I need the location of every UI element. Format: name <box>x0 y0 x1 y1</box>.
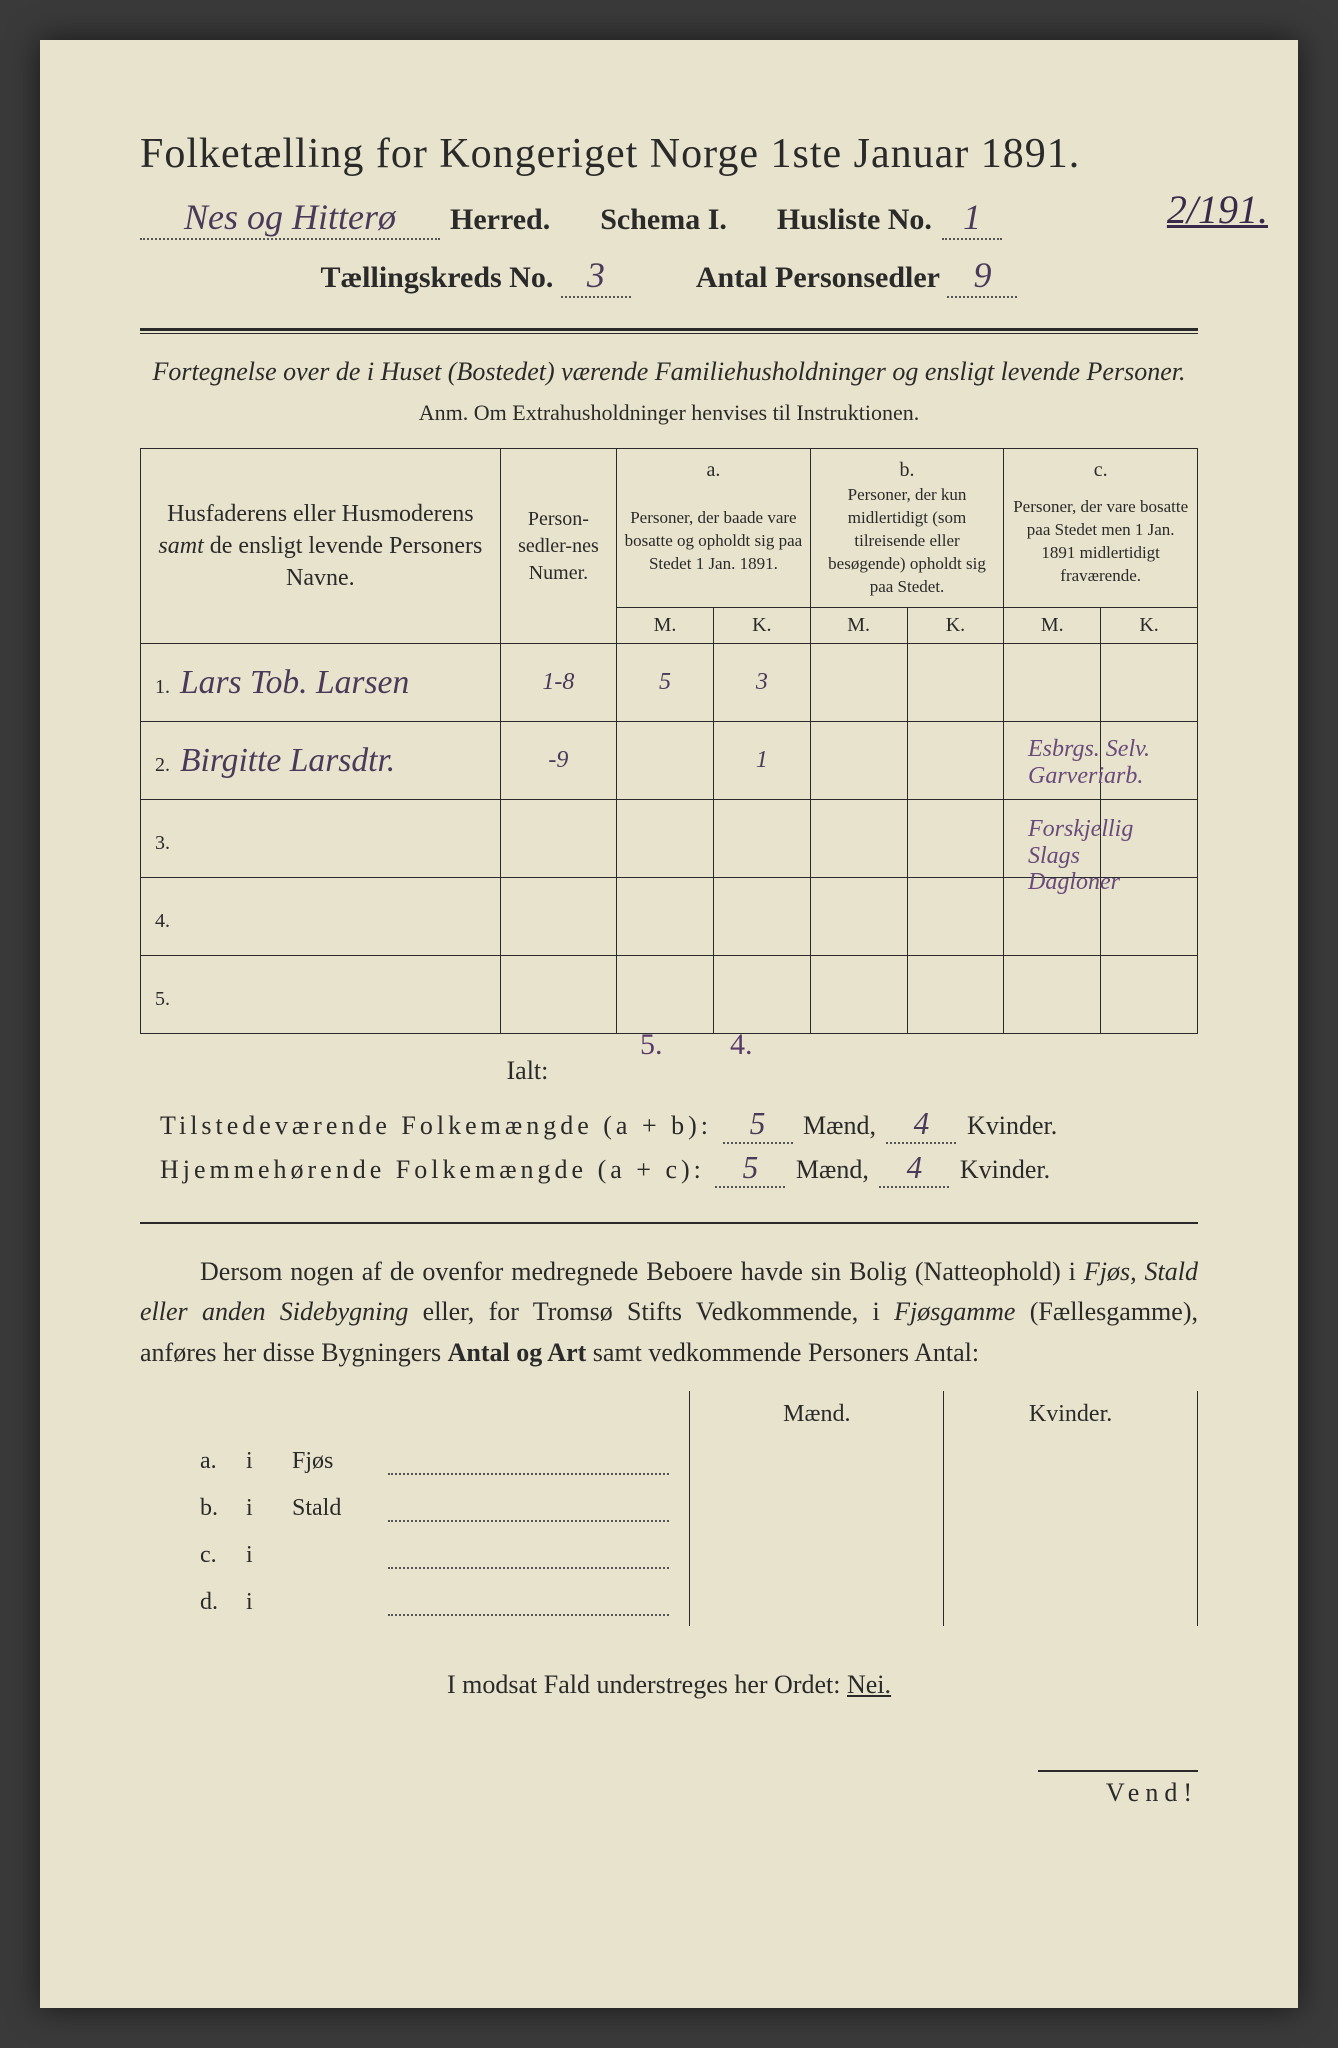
table-row: 5. <box>141 956 1198 1034</box>
census-form-page: Folketælling for Kongeriget Norge 1ste J… <box>40 40 1298 2008</box>
maend-label-2: Mænd, <box>796 1155 869 1184</box>
th-b: Personer, der kun midlertidigt (som tilr… <box>810 484 1004 607</box>
ialt-m: 5. <box>640 1028 663 1062</box>
hjem-label: Hjemmehørende Folkemængde (a + c): <box>160 1155 705 1184</box>
husliste-label: Husliste No. <box>777 203 932 237</box>
nei-line: I modsat Fald understreges her Ordet: Ne… <box>140 1670 1198 1700</box>
building-row: d. i <box>140 1579 1198 1626</box>
header-line-2: Nes og Hitterø Herred. Schema I. Huslist… <box>140 196 1198 240</box>
building-row: c. i <box>140 1532 1198 1579</box>
maend-label: Mænd, <box>803 1111 876 1140</box>
th-names: Husfaderens eller Husmoderens samt de en… <box>141 449 501 644</box>
vend: Vend! <box>1038 1770 1198 1808</box>
th-num: Person-sedler-nes Numer. <box>500 449 616 644</box>
husliste-value: 1 <box>942 196 1002 240</box>
tilst-k: 4 <box>886 1106 956 1144</box>
tilst-label: Tilstedeværende Folkemængde (a + b): <box>160 1111 712 1140</box>
sum-hjem: Hjemmehørende Folkemængde (a + c): 5 Mæn… <box>140 1150 1198 1188</box>
herred-value: Nes og Hitterø <box>140 196 440 240</box>
ialt-k: 4. <box>730 1028 753 1062</box>
kvinder-label: Kvinder. <box>967 1111 1057 1140</box>
table-row: 1.Lars Tob. Larsen 1-8 5 3 <box>141 644 1198 722</box>
th-a: Personer, der baade vare bosatte og opho… <box>617 484 811 607</box>
kreds-value: 3 <box>561 254 631 298</box>
personsedler-label: Antal Personsedler <box>696 261 940 294</box>
th-c-head: c. <box>1004 449 1198 485</box>
nei-word: Nei. <box>847 1670 891 1699</box>
bld-maend: Mænd. <box>690 1391 944 1438</box>
building-row: b. i Stald <box>140 1485 1198 1532</box>
page-title: Folketælling for Kongeriget Norge 1ste J… <box>140 130 1198 178</box>
bld-kvinder: Kvinder. <box>944 1391 1198 1438</box>
th-b-mk: M. K. <box>810 608 1004 644</box>
header-line-3: Tællingskreds No. 3 Antal Personsedler 9 <box>140 254 1198 298</box>
side-note-1: Esbrgs. Selv. Garveriarb. <box>1028 736 1168 789</box>
th-b-head: b. <box>810 449 1004 485</box>
divider <box>140 328 1198 334</box>
subtitle: Fortegnelse over de i Huset (Bostedet) v… <box>140 354 1198 390</box>
table-wrapper: Husfaderens eller Husmoderens samt de en… <box>140 448 1198 1034</box>
th-a-head: a. <box>617 449 811 485</box>
th-c: Personer, der vare bosatte paa Stedet me… <box>1004 484 1198 607</box>
buildings-table: Mænd. Kvinder. a. i Fjøs b. i Stald c. i <box>140 1391 1198 1626</box>
buildings-para: Dersom nogen af de ovenfor medregnede Be… <box>140 1252 1198 1373</box>
divider-2 <box>140 1222 1198 1224</box>
schema-label: Schema I. <box>600 203 727 237</box>
corner-number: 2/191. <box>1167 186 1268 233</box>
sum-tilst: Tilstedeværende Folkemængde (a + b): 5 M… <box>140 1106 1198 1144</box>
tilst-m: 5 <box>723 1106 793 1144</box>
personsedler-value: 9 <box>947 254 1017 298</box>
building-row: a. i Fjøs <box>140 1438 1198 1485</box>
kvinder-label-2: Kvinder. <box>960 1155 1050 1184</box>
anm-note: Anm. Om Extrahusholdninger henvises til … <box>140 400 1198 426</box>
hjem-m: 5 <box>715 1150 785 1188</box>
ialt-row: Ialt: 5. 4. <box>140 1042 1198 1100</box>
herred-label: Herred. <box>450 203 550 237</box>
ialt-label: Ialt: <box>507 1056 549 1085</box>
kreds-label: Tællingskreds No. <box>321 261 554 294</box>
th-a-mk: M. K. <box>617 608 811 644</box>
side-note-2: Forskjellig Slags Dagloner <box>1028 816 1168 895</box>
nei-text: I modsat Fald understreges her Ordet: <box>447 1670 841 1699</box>
th-c-mk: M. K. <box>1004 608 1198 644</box>
hjem-k: 4 <box>879 1150 949 1188</box>
